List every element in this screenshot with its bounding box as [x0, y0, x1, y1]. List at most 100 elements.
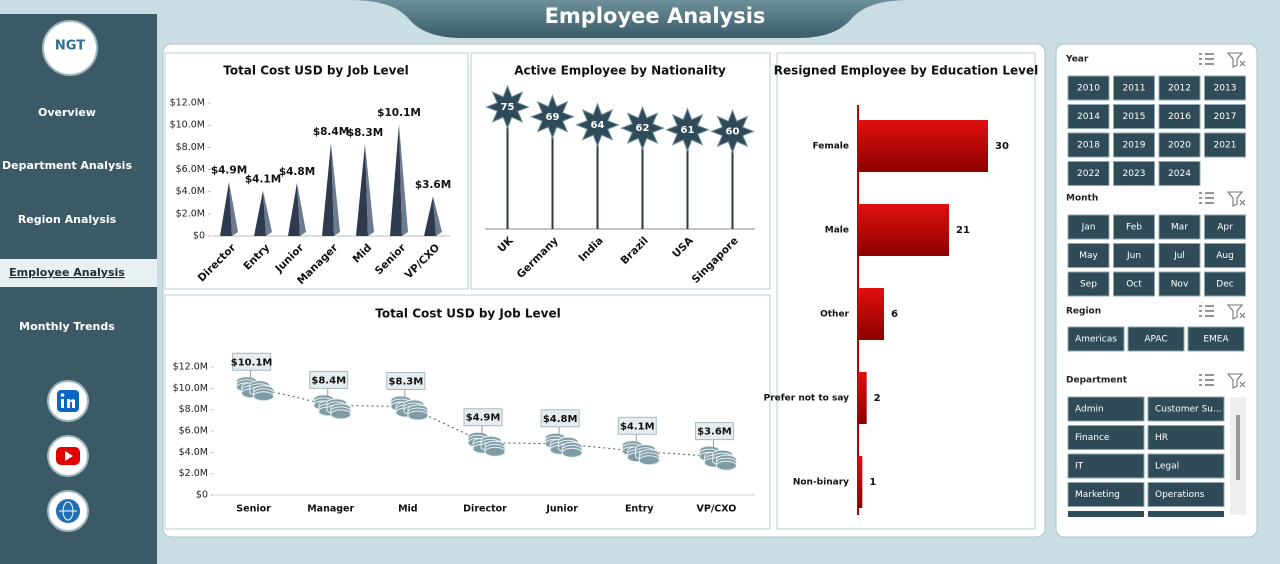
slicer-button[interactable]: [1204, 243, 1246, 268]
slicer-button[interactable]: [1113, 271, 1155, 297]
slicer-button[interactable]: [1147, 396, 1225, 422]
slicer-button[interactable]: [1067, 161, 1110, 186]
slicer-button-label[interactable]: 2013: [1214, 84, 1237, 94]
scrollbar-thumb[interactable]: [1236, 415, 1240, 480]
x-tick-label: Junior: [545, 504, 578, 515]
y-tick-label: $8.0M: [176, 142, 205, 153]
slicer-button-label[interactable]: Jul: [1173, 251, 1185, 261]
slicer-button-label[interactable]: 2017: [1214, 112, 1237, 122]
linkedin-icon[interactable]: [47, 380, 89, 422]
slicer-button[interactable]: [1067, 104, 1110, 129]
slicer-button-label[interactable]: Mar: [1171, 223, 1188, 233]
slicer-button-label[interactable]: 2015: [1123, 112, 1146, 122]
slicer-button[interactable]: [1158, 104, 1201, 129]
slicer-button-label[interactable]: 2023: [1123, 169, 1146, 179]
slicer-button-label[interactable]: Dec: [1216, 280, 1233, 290]
youtube-icon[interactable]: [47, 435, 89, 477]
slicer-button-label[interactable]: Operations: [1155, 490, 1205, 500]
slicer-button-label[interactable]: 2022: [1077, 169, 1100, 179]
slicer-button[interactable]: [1158, 243, 1201, 268]
slicer-button-label[interactable]: APAC: [1144, 335, 1167, 345]
slicer-title: Year: [1065, 55, 1089, 65]
slicer-button-label[interactable]: 2014: [1077, 112, 1100, 122]
y-tick-label: Other: [820, 310, 849, 320]
slicer-button-label[interactable]: Nov: [1171, 280, 1189, 290]
slicer-button-label[interactable]: Aug: [1216, 251, 1234, 261]
slicer-button[interactable]: [1147, 425, 1225, 450]
slicer-button-label[interactable]: Finance: [1075, 433, 1110, 443]
nav-item[interactable]: Overview: [38, 106, 96, 119]
slicer-button[interactable]: [1067, 396, 1145, 422]
slicer-button-label[interactable]: 2016: [1168, 112, 1191, 122]
slicer-button[interactable]: [1147, 482, 1225, 507]
slicer-button[interactable]: [1067, 214, 1110, 240]
slicer-button[interactable]: [1158, 132, 1201, 158]
clear-filter-icon[interactable]: [1226, 52, 1246, 68]
slicer-button[interactable]: [1067, 482, 1145, 507]
slicer-button[interactable]: [1067, 453, 1145, 479]
slicer-button-label[interactable]: Legal: [1155, 462, 1179, 472]
slicer-button[interactable]: [1067, 243, 1110, 268]
slicer-button[interactable]: [1067, 132, 1110, 158]
slicer-button-label[interactable]: 2024: [1168, 169, 1191, 179]
slicer-button[interactable]: [1147, 453, 1225, 479]
slicer-button[interactable]: [1204, 214, 1246, 240]
slicer-button-label[interactable]: 2021: [1214, 141, 1237, 151]
slicer-button[interactable]: [1158, 214, 1201, 240]
slicer-button-label[interactable]: 2020: [1168, 141, 1191, 151]
slicer-button[interactable]: [1067, 271, 1110, 297]
multi-select-icon[interactable]: [1199, 305, 1214, 317]
clear-filter-icon[interactable]: [1226, 373, 1246, 389]
slicer-button[interactable]: [1113, 104, 1155, 129]
slicer-button-label[interactable]: Feb: [1126, 223, 1142, 233]
clear-filter-icon[interactable]: [1226, 304, 1246, 320]
slicer-button-label[interactable]: Americas: [1075, 335, 1117, 345]
nav-item[interactable]: Monthly Trends: [19, 320, 115, 333]
multi-select-icon[interactable]: [1199, 53, 1214, 65]
slicer-button[interactable]: [1158, 161, 1201, 186]
nav-item[interactable]: Department Analysis: [2, 159, 132, 172]
slicer-button-label[interactable]: Oct: [1126, 280, 1142, 290]
slicer-button-label[interactable]: May: [1079, 251, 1098, 261]
slicer-button-label[interactable]: 2011: [1123, 84, 1146, 94]
slicer-button-label[interactable]: Admin: [1075, 405, 1104, 415]
slicer-button-label[interactable]: EMEA: [1203, 335, 1229, 345]
slicer-button-label[interactable]: IT: [1075, 462, 1084, 472]
slicer-button[interactable]: [1204, 75, 1246, 101]
slicer-button[interactable]: [1204, 271, 1246, 297]
slicer-button-label[interactable]: Jan: [1081, 223, 1096, 233]
slicer-button-label[interactable]: Customer Su...: [1155, 405, 1222, 415]
slicer-button-label[interactable]: 2012: [1168, 84, 1191, 94]
slicer-button-label[interactable]: Jun: [1126, 251, 1141, 261]
coin-marker: [390, 395, 429, 421]
slicer-button[interactable]: [1204, 132, 1246, 158]
slicer-button-label[interactable]: Sep: [1080, 280, 1097, 290]
slicer-button[interactable]: [1113, 214, 1155, 240]
clear-filter-icon[interactable]: [1226, 191, 1246, 207]
slicer-button[interactable]: [1158, 271, 1201, 297]
slicer-button[interactable]: [1067, 425, 1145, 450]
slicer-button-label[interactable]: 2010: [1077, 84, 1100, 94]
slicer-button-label[interactable]: Apr: [1217, 223, 1233, 233]
slicer-button-label[interactable]: 2018: [1077, 141, 1100, 151]
slicer-button[interactable]: [1067, 75, 1110, 101]
multi-select-icon[interactable]: [1199, 374, 1214, 386]
slicer-button[interactable]: [1204, 104, 1246, 129]
y-tick-label: $2.0M: [179, 468, 208, 479]
slicer-button-label[interactable]: 2019: [1123, 141, 1146, 151]
slicer-button[interactable]: [1113, 75, 1155, 101]
y-tick-label: $6.0M: [176, 164, 205, 175]
slicer-button[interactable]: [1158, 75, 1201, 101]
slicer-button[interactable]: [1113, 132, 1155, 158]
slicer-button-label[interactable]: HR: [1155, 433, 1168, 443]
slicer-button[interactable]: [1187, 326, 1245, 352]
slicer-button[interactable]: [1127, 326, 1185, 352]
slicer-button-label[interactable]: Marketing: [1075, 490, 1120, 500]
slicer-button[interactable]: [1067, 326, 1125, 352]
slicer-button[interactable]: [1113, 243, 1155, 268]
nav-item[interactable]: Region Analysis: [18, 213, 117, 226]
slicer-button[interactable]: [1113, 161, 1155, 186]
nav-item[interactable]: Employee Analysis: [9, 266, 125, 279]
website-icon[interactable]: [47, 490, 89, 532]
multi-select-icon[interactable]: [1199, 192, 1214, 204]
